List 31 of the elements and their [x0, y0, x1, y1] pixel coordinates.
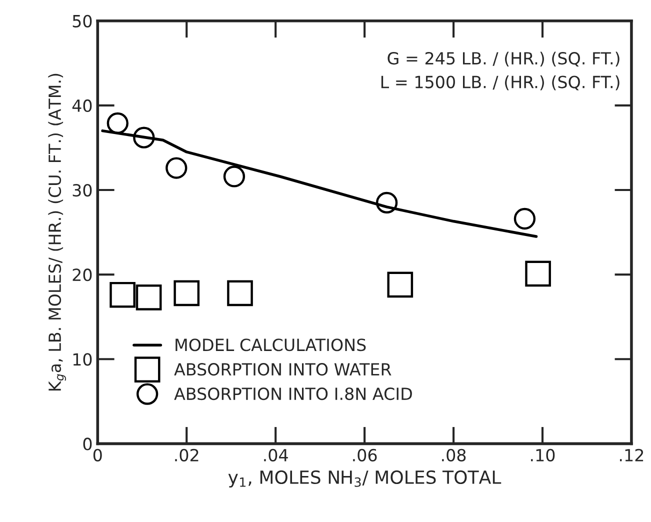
point: [227, 280, 253, 306]
x-tick-label: .06: [353, 448, 377, 462]
x-axis-title: y$_{1}$, MOLES NH$_{3}$/ MOLES TOTAL: [228, 470, 502, 488]
point: [166, 157, 188, 179]
y-axis-title: K$_{g}$a, LB. MOLES/ (HR.) (CU. FT.) (ATM.): [48, 74, 66, 390]
y-tick-label: 30: [72, 184, 92, 197]
point: [223, 166, 246, 188]
legend-label: MODEL CALCULATIONS: [176, 338, 366, 352]
point: [136, 284, 162, 310]
point: [525, 260, 551, 287]
point: [106, 112, 128, 134]
point: [133, 126, 155, 148]
y-tick-label: 10: [73, 353, 92, 366]
x-tick-label: .12: [620, 448, 644, 462]
x-tick-label: .08: [442, 448, 466, 462]
point: [376, 192, 398, 214]
x-tick-label: 0: [93, 448, 102, 462]
y-tick-label: 20: [72, 268, 92, 282]
x-tick-label: .02: [175, 448, 198, 462]
y-tick-label: 40: [72, 99, 92, 112]
point: [514, 208, 536, 230]
legend-label: ABSORPTION INTO I.8N ACID: [174, 387, 412, 400]
legend-label: ABSORPTION INTO WATER: [174, 363, 392, 376]
annotation: G = 245 LB. / (HR.) (SQ. FT.) L = 1500 LB. / (HR.) (SQ. FT.): [381, 52, 620, 90]
point: [174, 280, 200, 306]
point: [110, 282, 136, 308]
y-tick-label: 50: [72, 14, 92, 28]
point: [387, 272, 414, 298]
y-tick-label: 0: [83, 438, 92, 450]
x-tick-label: .10: [531, 448, 555, 462]
x-tick-label: .04: [264, 448, 288, 462]
